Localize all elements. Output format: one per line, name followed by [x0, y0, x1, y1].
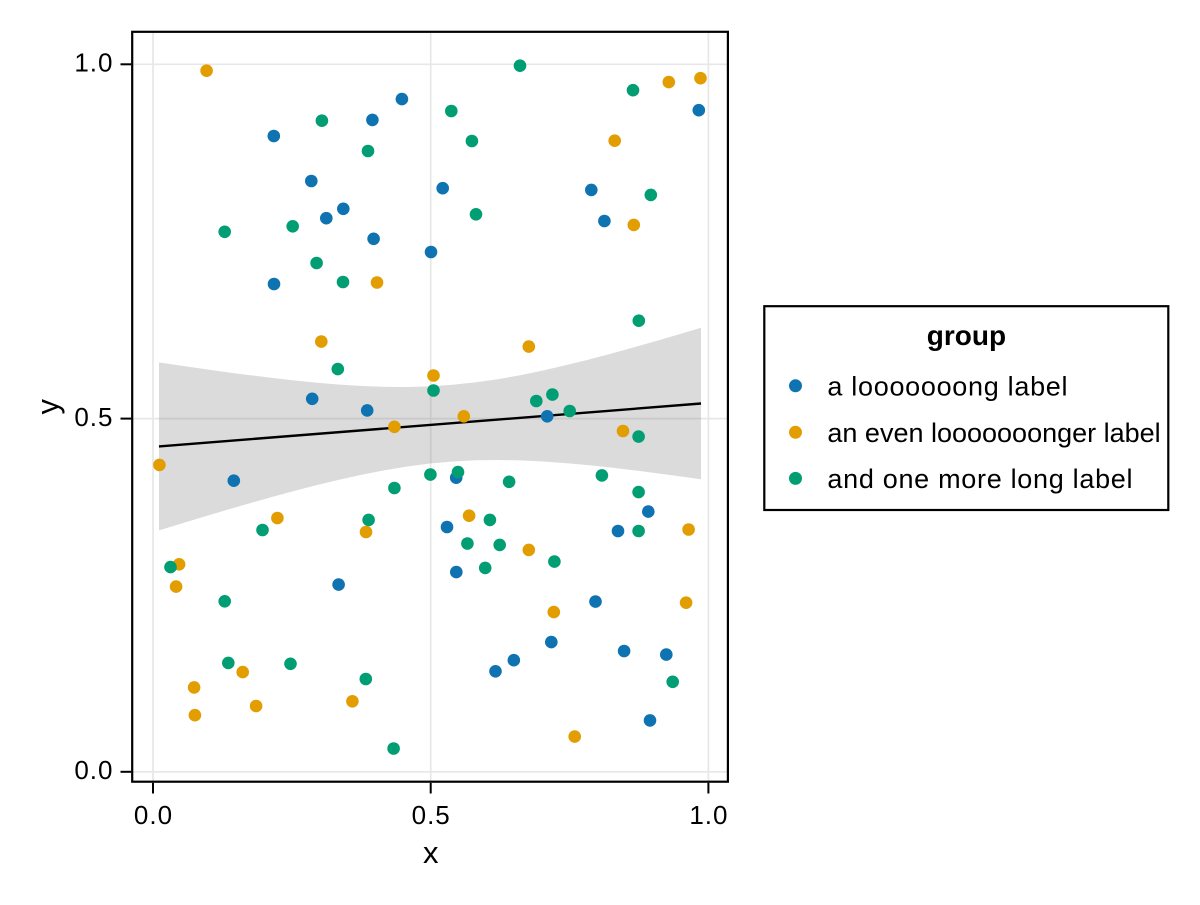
svg-text:a looooooong label: a looooooong label [827, 372, 1068, 402]
svg-text:0.5: 0.5 [74, 402, 113, 432]
svg-text:0.5: 0.5 [412, 800, 451, 830]
svg-text:1.0: 1.0 [74, 48, 113, 78]
svg-text:0.0: 0.0 [134, 800, 173, 830]
svg-text:group: group [927, 320, 1006, 351]
svg-text:an even looooooonger label: an even looooooonger label [827, 418, 1160, 448]
svg-text:0.0: 0.0 [74, 755, 113, 785]
svg-text:x: x [423, 835, 439, 870]
svg-text:and one more long label: and one more long label [827, 464, 1133, 494]
svg-text:1.0: 1.0 [689, 800, 728, 830]
svg-text:y: y [30, 398, 65, 414]
